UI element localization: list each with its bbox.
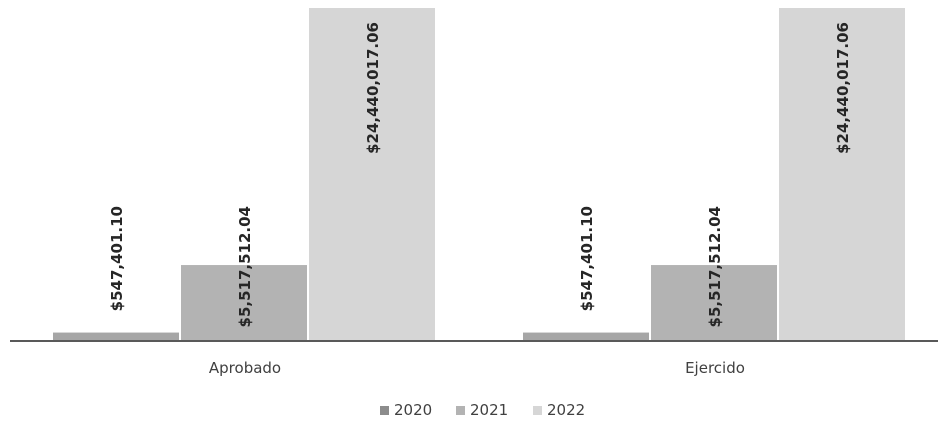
bar-2022-ejercido [779,8,905,340]
bar-2020-ejercido [523,332,649,340]
legend-label-2021: 2021 [470,401,508,419]
data-label-2021-ejercido: $5,517,512.04 [706,206,724,327]
category-label-aprobado: Aprobado [209,359,281,377]
category-label-ejercido: Ejercido [685,359,745,377]
data-label-2022-aprobado: $24,440,017.06 [364,22,382,154]
bar-2021-ejercido [651,265,777,340]
legend: 2020 2021 2022 [380,401,585,419]
legend-label-2020: 2020 [394,401,432,419]
legend-swatch-2020 [380,406,389,415]
data-label-2021-aprobado: $5,517,512.04 [236,206,254,327]
legend-swatch-2021 [456,406,465,415]
bar-2020-aprobado [53,332,179,340]
category-labels: Aprobado Ejercido [209,359,745,377]
legend-label-2022: 2022 [547,401,585,419]
bars-layer: $547,401.10 $5,517,512.04 $24,440,017.06 $5… [53,8,905,340]
data-label-2020-ejercido: $547,401.10 [578,206,596,311]
data-label-2022-ejercido: $24,440,017.06 [834,22,852,154]
bar-2022-aprobado [309,8,435,340]
bar-2021-aprobado [181,265,307,340]
data-label-2020-aprobado: $547,401.10 [108,206,126,311]
legend-swatch-2022 [533,406,542,415]
